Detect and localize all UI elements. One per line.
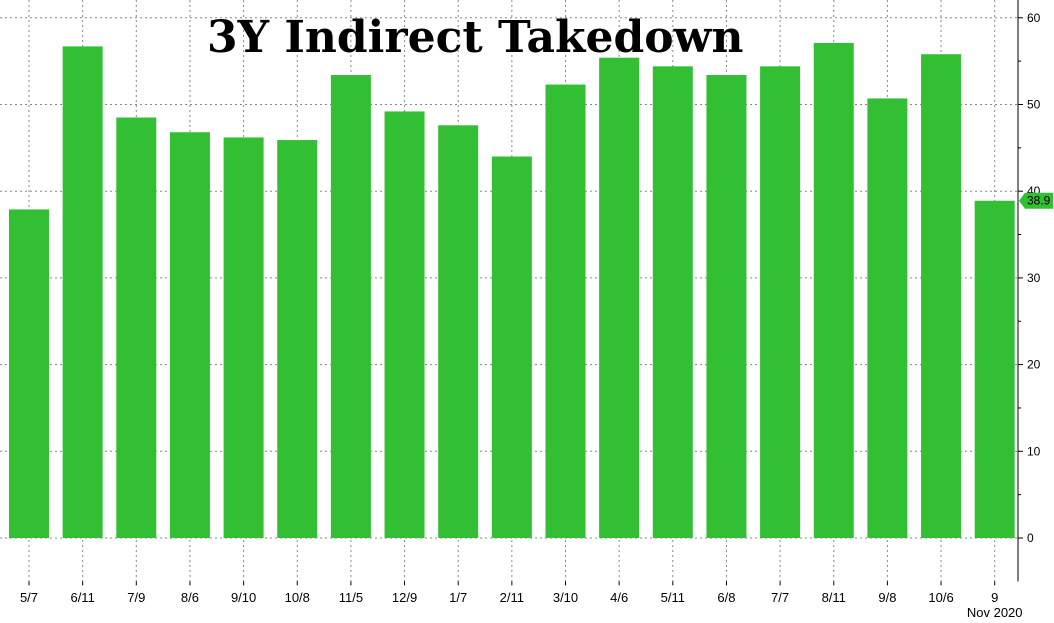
x-tick-label-3: 8/6: [181, 590, 199, 605]
bar-4: [223, 137, 264, 539]
x-tick-label-2: 7/9: [127, 590, 145, 605]
y-tick-label-1: 10: [1027, 444, 1041, 458]
last-value-label: 38.9: [1027, 194, 1051, 208]
x-tick-label-13: 6/8: [717, 590, 735, 605]
x-tick-label-16: 9/8: [878, 590, 896, 605]
x-tick-label-5: 10/8: [285, 590, 310, 605]
x-tick-label-6: 11/5: [339, 590, 363, 605]
bar-13: [706, 75, 747, 538]
bar-18: [974, 200, 1015, 538]
bar-2: [116, 117, 157, 538]
y-tick-label-6: 60: [1027, 11, 1041, 25]
bar-3: [169, 132, 210, 538]
bar-group: [9, 42, 1015, 539]
x-tick-label-4: 9/10: [231, 590, 256, 605]
x-tick-label-1: 6/11: [70, 590, 94, 605]
bar-5: [277, 140, 318, 538]
bar-12: [652, 66, 693, 539]
x-tick-label-0: 5/7: [20, 590, 38, 605]
bar-17: [921, 54, 962, 539]
bar-7: [384, 111, 425, 538]
bar-11: [599, 57, 640, 538]
x-period-label: Nov 2020: [967, 605, 1023, 620]
bar-6: [330, 75, 371, 538]
x-tick-label-8: 1/7: [449, 590, 467, 605]
y-tick-label-2: 20: [1027, 358, 1041, 372]
bar-8: [438, 125, 479, 539]
chart-title: 3Y Indirect Takedown: [207, 12, 744, 63]
y-tick-label-0: 0: [1027, 531, 1034, 545]
x-tick-label-10: 3/10: [553, 590, 578, 605]
bar-0: [9, 209, 49, 539]
x-tick-group: 5/7 6/11 7/9 8/6 9/10 10/8 11/5 12/9 1/7 2/11 3/10…: [20, 581, 998, 605]
x-tick-label-18: 9: [991, 590, 998, 605]
last-value-marker: 38.9: [1019, 192, 1053, 209]
bar-16: [867, 98, 908, 538]
bar-9: [491, 156, 532, 538]
bar-10: [545, 84, 586, 539]
x-tick-label-11: 4/6: [610, 590, 628, 605]
bar-15: [813, 42, 854, 539]
y-tick-label-3: 30: [1027, 271, 1041, 285]
bar-14: [760, 66, 801, 539]
x-tick-label-14: 7/7: [771, 590, 789, 605]
last-value-flag: [1019, 192, 1053, 209]
x-tick-label-12: 5/11: [661, 590, 685, 605]
x-tick-label-9: 2/11: [500, 590, 524, 605]
bar-1: [62, 46, 103, 538]
x-tick-label-15: 8/11: [822, 590, 846, 605]
y-tick-label-5: 50: [1027, 98, 1041, 112]
x-tick-label-17: 10/6: [928, 590, 953, 605]
x-tick-label-7: 12/9: [392, 590, 417, 605]
